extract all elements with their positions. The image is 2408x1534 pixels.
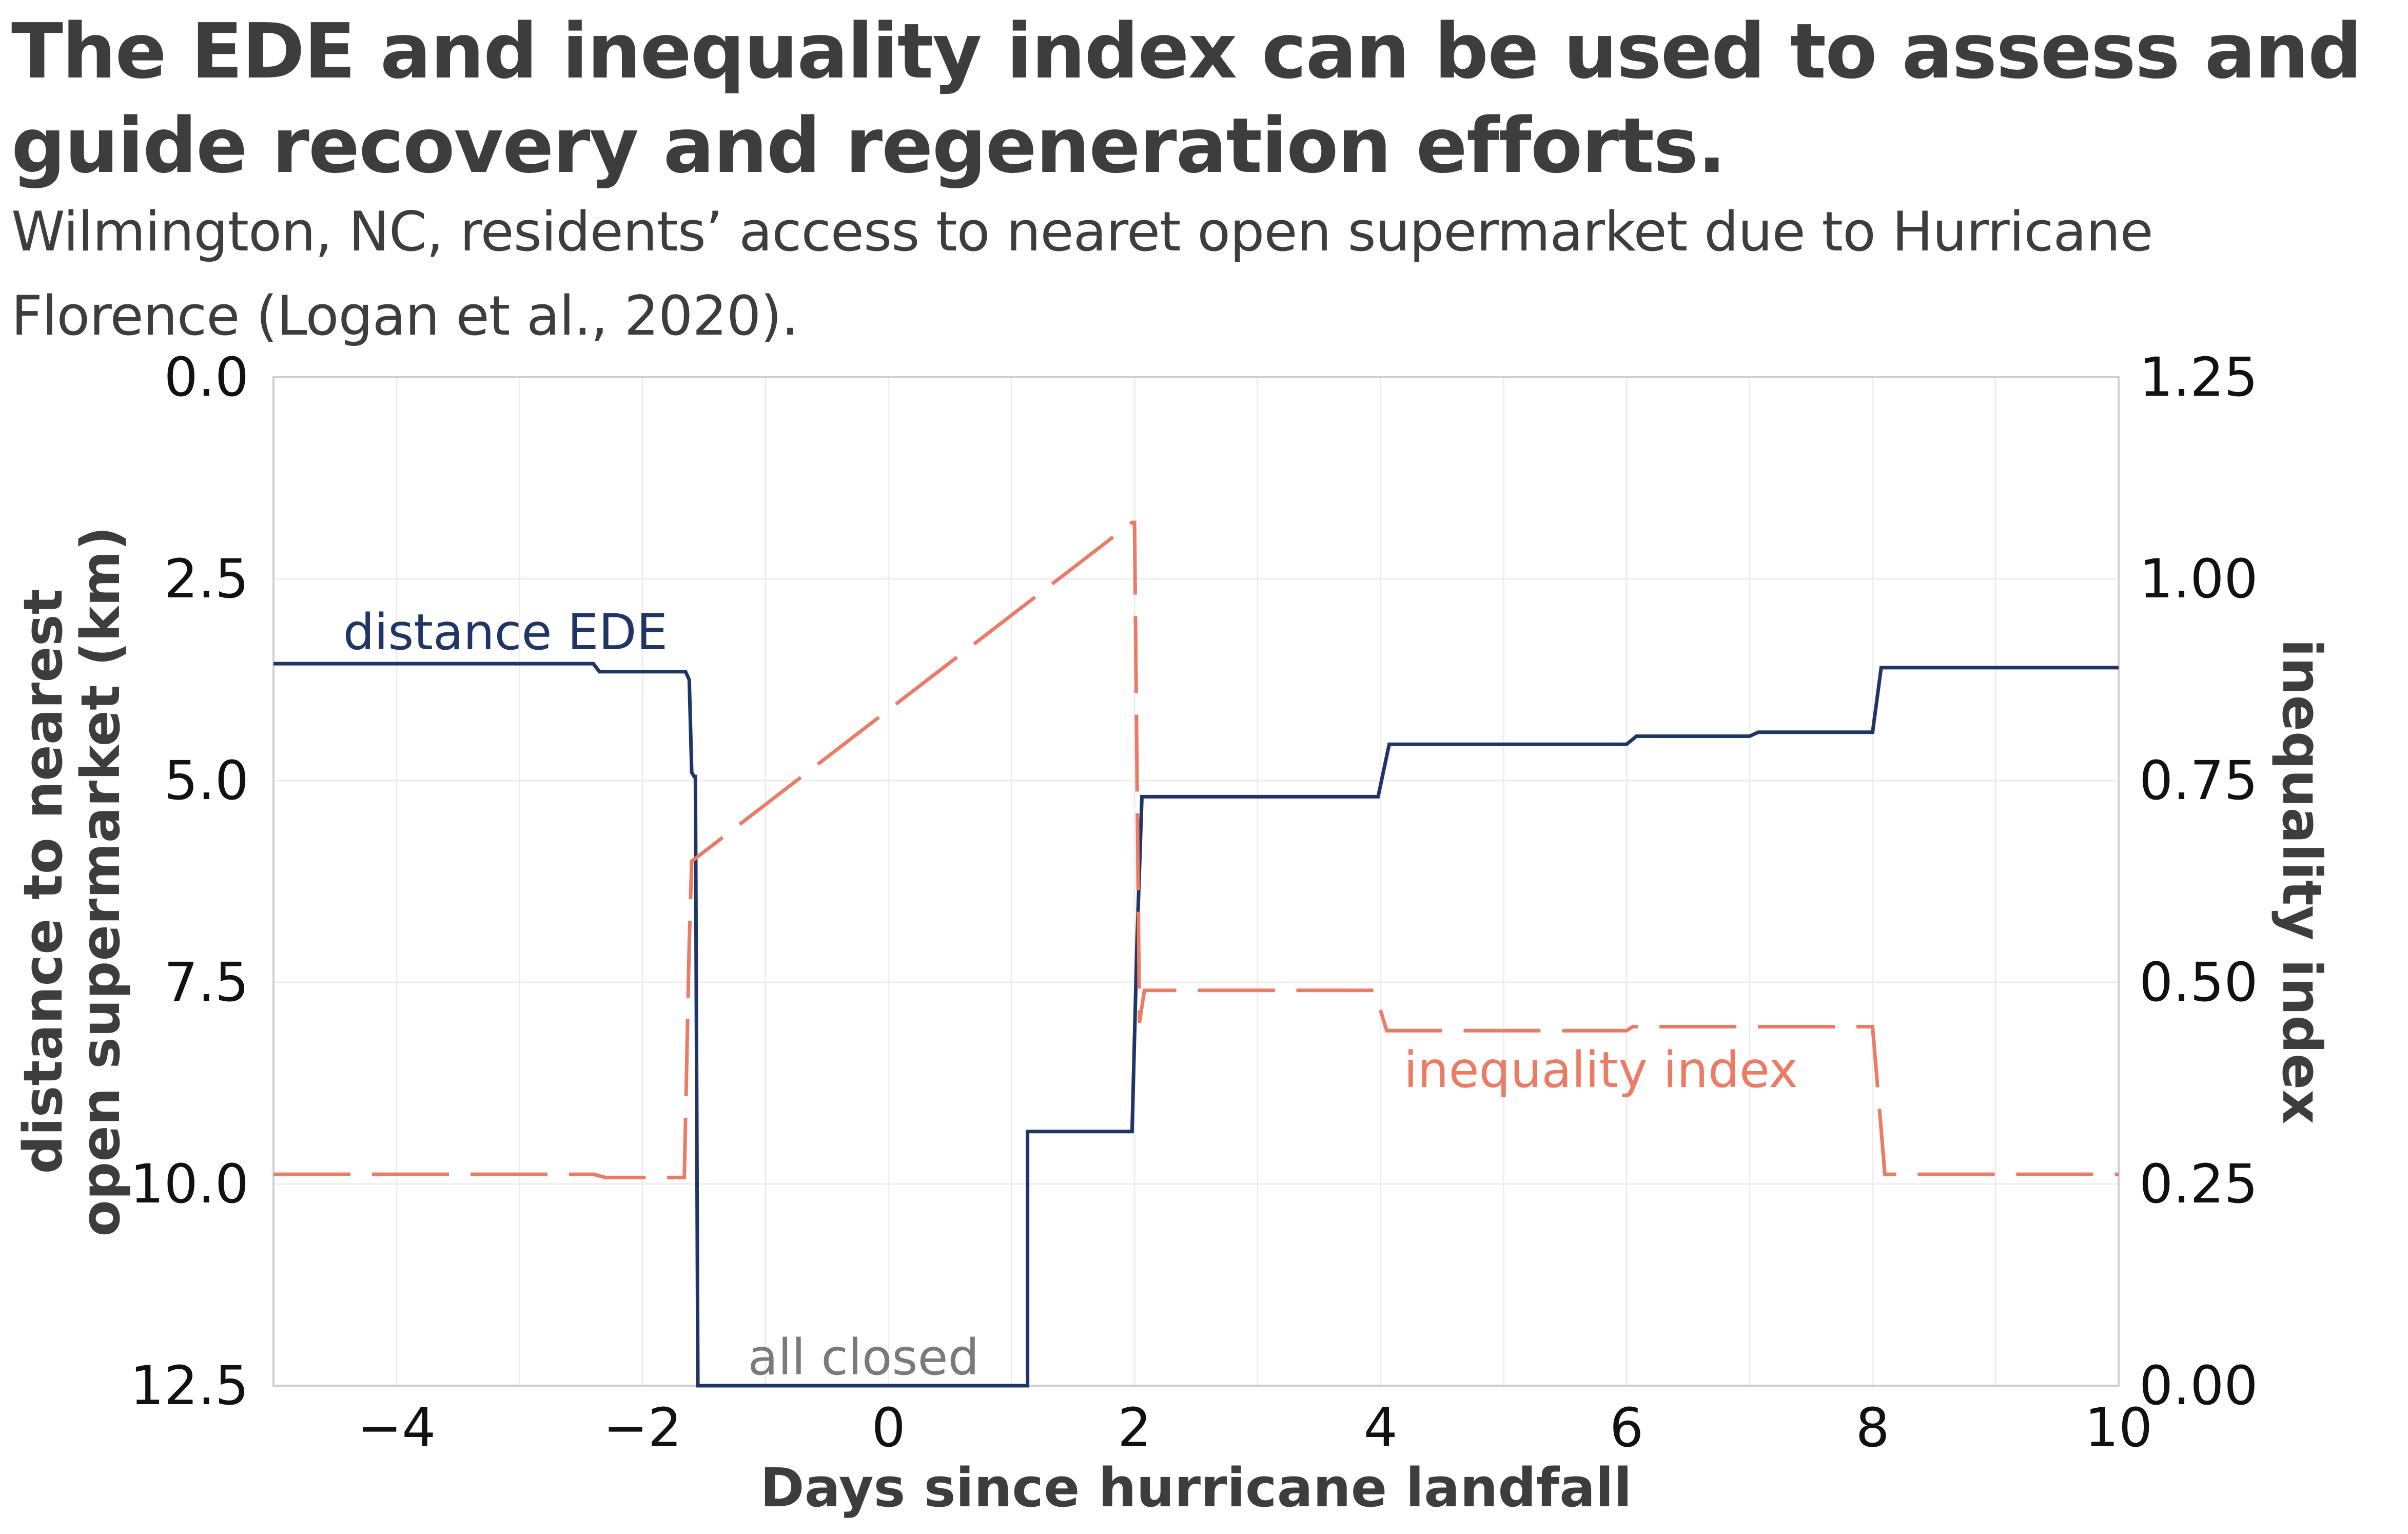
- series-line-inequality-index: [273, 520, 2119, 1179]
- series-label-inequality-index: inequality index: [1404, 1041, 1798, 1099]
- y2-tick-label: 0.00: [2139, 1354, 2258, 1417]
- x-tick-label: −2: [603, 1396, 682, 1459]
- x-tick-label: −4: [357, 1396, 436, 1459]
- x-tick-label: 6: [1610, 1396, 1643, 1459]
- y2-tick-label: 0.75: [2139, 749, 2258, 812]
- y2-axis-title: inequality index: [2270, 639, 2333, 1124]
- x-tick-label: 0: [872, 1396, 906, 1459]
- series-lines: [273, 520, 2119, 1388]
- y2-tick-label: 0.50: [2139, 951, 2258, 1014]
- y-tick-label: 7.5: [164, 951, 249, 1014]
- plot-frame: [272, 376, 2120, 1387]
- gridlines: [272, 376, 2120, 1387]
- x-axis-title: Days since hurricane landfall: [760, 1457, 1632, 1519]
- y-tick-label: 12.5: [130, 1354, 249, 1417]
- y2-tick-label: 1.25: [2139, 346, 2258, 409]
- y-axis-title: distance to nearestopen supermarket (km): [12, 526, 132, 1236]
- y-axis-title-line: open supermarket (km): [69, 526, 132, 1236]
- y2-tick-label: 1.00: [2139, 548, 2258, 610]
- y2-tick-label: 0.25: [2139, 1153, 2258, 1215]
- chart-title: The EDE and inequality index can be used…: [11, 7, 2362, 190]
- y2-axis-ticks: 1.25 1.00 0.75 0.50 0.25 0.00: [2139, 346, 2258, 1417]
- y-tick-label: 2.5: [164, 548, 249, 610]
- x-tick-label: 10: [2085, 1396, 2152, 1459]
- y-tick-label: 10.0: [130, 1153, 249, 1215]
- y-axis-title-line: distance to nearest: [12, 589, 74, 1174]
- x-tick-label: 8: [1855, 1396, 1889, 1459]
- x-tick-label: 2: [1118, 1396, 1151, 1459]
- y-tick-label: 5.0: [164, 749, 249, 812]
- annotation-all-closed: all closed: [748, 1329, 980, 1386]
- series-line-distance-ede: [273, 662, 2119, 1388]
- x-tick-label: 4: [1364, 1396, 1398, 1459]
- x-axis-ticks: −4 −2 0 2 4 6 8 10: [357, 1396, 2152, 1459]
- series-label-distance-ede: distance EDE: [343, 604, 668, 661]
- chart-subtitle: Wilmington, NC, residents’ access to nea…: [11, 200, 2154, 347]
- y-tick-label: 0.0: [164, 346, 249, 409]
- y-axis-ticks: 0.0 2.5 5.0 7.5 10.0 12.5: [130, 346, 249, 1417]
